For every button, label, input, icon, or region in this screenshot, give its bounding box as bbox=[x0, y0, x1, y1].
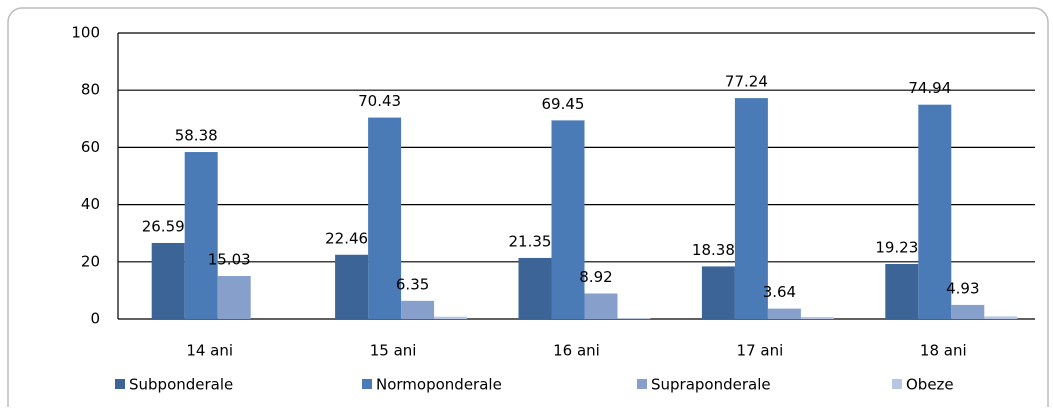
bar bbox=[151, 242, 185, 319]
data-label: 58.38 bbox=[175, 127, 218, 145]
legend-swatch bbox=[115, 379, 125, 389]
bar bbox=[217, 276, 251, 319]
legend-swatch bbox=[362, 379, 372, 389]
bar bbox=[335, 254, 369, 319]
data-label: 4.93 bbox=[946, 279, 979, 297]
bar bbox=[184, 152, 218, 319]
data-label: 70.43 bbox=[358, 92, 401, 110]
data-label: 77.24 bbox=[725, 73, 768, 91]
y-tick-label: 100 bbox=[71, 24, 100, 42]
bar bbox=[918, 104, 952, 319]
data-label: 19.23 bbox=[875, 239, 918, 257]
bar bbox=[885, 264, 919, 319]
bar bbox=[701, 266, 735, 319]
y-tick-label: 80 bbox=[81, 81, 100, 99]
x-tick-label: 14 ani bbox=[186, 342, 233, 360]
legend-label: Subponderale bbox=[129, 376, 233, 394]
bar bbox=[767, 308, 801, 319]
legend-swatch bbox=[892, 379, 902, 389]
y-tick-label: 60 bbox=[81, 138, 100, 156]
bar bbox=[518, 257, 552, 319]
y-tick-label: 40 bbox=[81, 195, 100, 213]
legend-label: Supraponderale bbox=[651, 376, 771, 394]
data-label: 8.92 bbox=[579, 268, 612, 286]
legend-label: Normoponderale bbox=[376, 376, 502, 394]
legend-swatch bbox=[637, 379, 647, 389]
data-label: 69.45 bbox=[542, 95, 585, 113]
bar bbox=[368, 117, 402, 320]
data-label: 22.46 bbox=[325, 229, 368, 247]
bar bbox=[584, 293, 618, 319]
data-label: 26.59 bbox=[142, 217, 185, 235]
chart-frame bbox=[7, 7, 1049, 411]
data-label: 21.35 bbox=[509, 232, 552, 250]
data-label: 3.64 bbox=[763, 283, 796, 301]
legend-label: Obeze bbox=[906, 376, 954, 394]
bar bbox=[434, 316, 468, 319]
x-tick-label: 17 ani bbox=[737, 342, 784, 360]
x-tick-label: 18 ani bbox=[920, 342, 967, 360]
x-tick-label: 16 ani bbox=[553, 342, 600, 360]
bar bbox=[551, 120, 585, 319]
bar bbox=[617, 318, 651, 319]
y-tick-label: 20 bbox=[81, 252, 100, 270]
data-label: 18.38 bbox=[692, 241, 735, 259]
bar bbox=[984, 316, 1018, 319]
bar bbox=[951, 304, 985, 319]
bar bbox=[734, 98, 768, 319]
data-label: 15.03 bbox=[208, 251, 251, 269]
data-label: 74.94 bbox=[908, 79, 951, 97]
data-label: 6.35 bbox=[396, 275, 429, 293]
x-tick-label: 15 ani bbox=[370, 342, 417, 360]
bar bbox=[401, 300, 435, 319]
y-tick-label: 0 bbox=[90, 310, 100, 328]
bar bbox=[800, 316, 834, 319]
